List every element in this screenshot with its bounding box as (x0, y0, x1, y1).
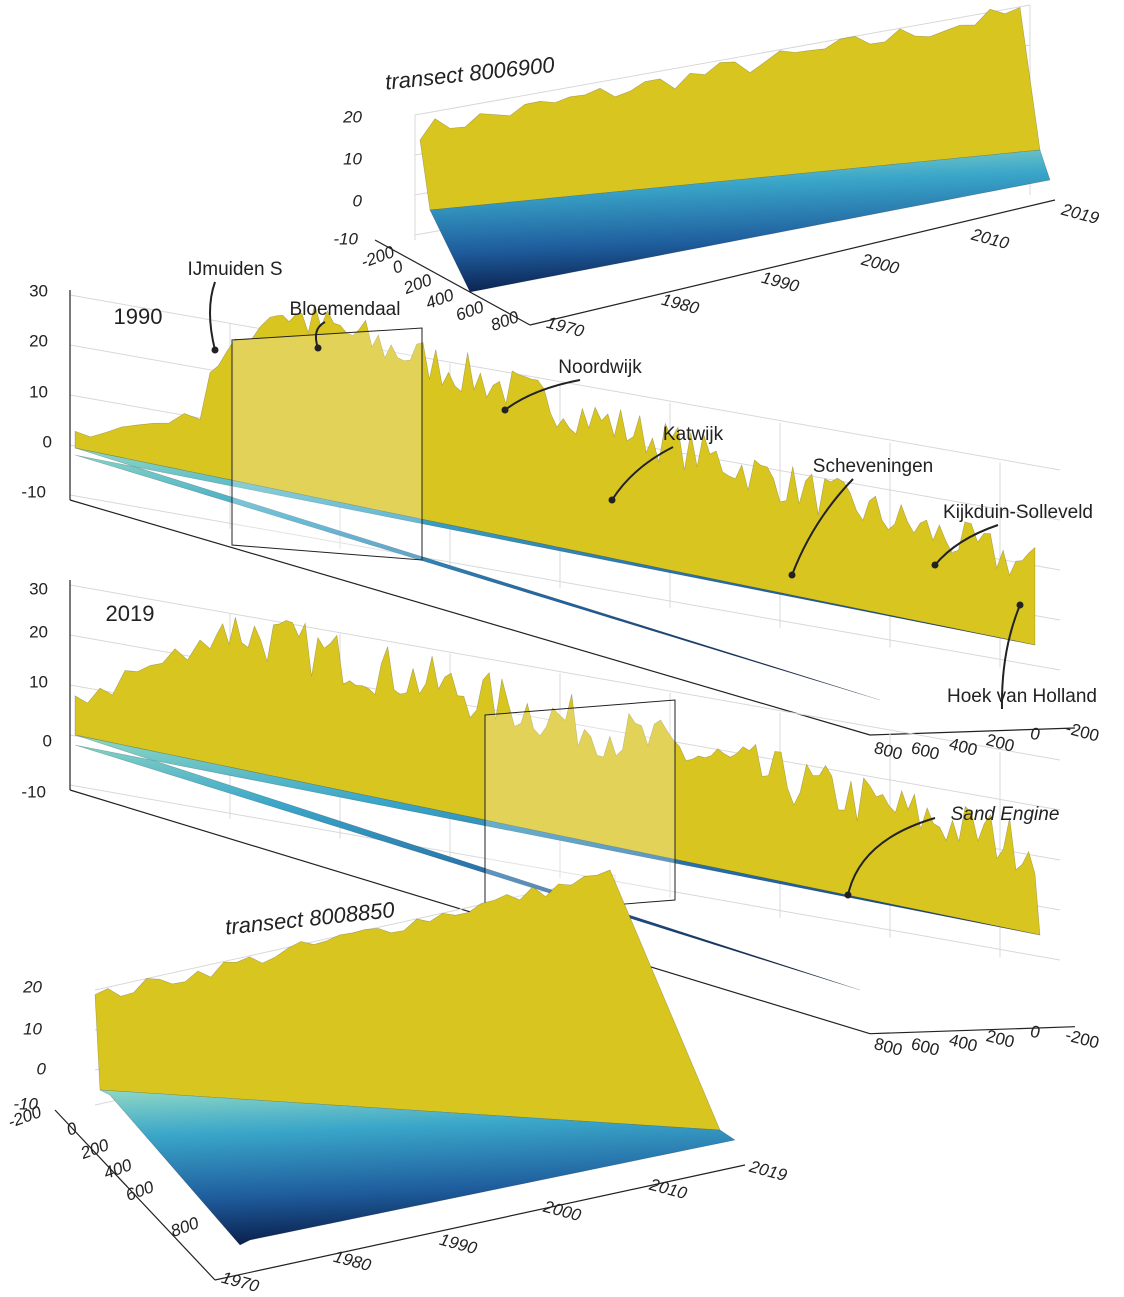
highlight-box (231, 327, 423, 561)
label: 1990 (114, 304, 163, 329)
label: -10 (21, 782, 46, 801)
sea-surface (74, 734, 1041, 991)
sea-surface (429, 149, 1051, 293)
grid-line (69, 784, 1061, 961)
label: 2000 (859, 250, 902, 279)
label: Hoek van Holland (947, 686, 1097, 707)
label: 600 (909, 738, 941, 764)
annotation-arrow (611, 446, 674, 501)
arrow-head (608, 496, 616, 504)
label: -200 (358, 242, 397, 272)
arrow-head (211, 346, 219, 354)
sea-surface (99, 1089, 736, 1246)
axis-line (214, 1164, 746, 1281)
label: Noordwijk (558, 357, 642, 378)
grid-line (414, 4, 1031, 116)
label: 1990 (760, 268, 802, 296)
label: -10 (13, 1094, 38, 1113)
grid-line (69, 584, 1061, 761)
axis-line (869, 1026, 1076, 1035)
axis-line (69, 499, 871, 736)
highlight-box (484, 699, 676, 916)
label: 0 (43, 731, 52, 750)
label: 20 (29, 622, 48, 641)
label: 2019 (1059, 200, 1102, 229)
label: 800 (488, 307, 522, 335)
axis-line (374, 239, 531, 326)
label: 1990 (438, 1230, 480, 1258)
annotation-arrow (1000, 604, 1021, 710)
label: 0 (1028, 1022, 1042, 1043)
arrow-head (1016, 601, 1024, 609)
label: 2010 (969, 225, 1012, 254)
label: 1980 (332, 1247, 374, 1275)
label: Kijkduin-Solleveld (943, 502, 1093, 523)
label: 30 (29, 579, 48, 598)
axis-line (54, 1109, 216, 1281)
label: -10 (333, 229, 358, 248)
arrow-head (788, 571, 796, 579)
axis-line (529, 199, 1056, 326)
label: 600 (123, 1177, 157, 1205)
label: 10 (23, 1019, 42, 1038)
annotation-arrow (504, 379, 581, 411)
axis-line (869, 727, 1076, 736)
label: 0 (43, 432, 52, 451)
label: Sand Engine (951, 804, 1060, 825)
label: IJmuiden S (187, 259, 282, 280)
label: 2019 (747, 1157, 790, 1186)
label: 0 (353, 191, 363, 210)
label: 600 (909, 1034, 941, 1060)
label: 0 (390, 256, 406, 277)
annotation-arrow (209, 281, 216, 351)
label: 200 (984, 1026, 1016, 1052)
label: 800 (872, 1034, 904, 1060)
label: Scheveningen (813, 456, 933, 477)
label: 400 (101, 1155, 135, 1183)
annotation-arrow (847, 817, 936, 896)
sea-surface (74, 447, 1036, 701)
label: transect 8006900 (384, 52, 556, 95)
annotation-arrow (791, 478, 854, 576)
label: 600 (453, 297, 487, 325)
label: 800 (168, 1213, 202, 1241)
label: 1980 (660, 290, 702, 318)
arrow-head (931, 561, 939, 569)
label: 400 (947, 734, 979, 760)
label: 10 (343, 149, 362, 168)
dune-surface (94, 869, 721, 1131)
label: -200 (5, 1102, 44, 1132)
arrow-head (501, 406, 509, 414)
label: -200 (1063, 718, 1101, 745)
label: Katwijk (663, 424, 724, 445)
label: 1970 (545, 313, 587, 341)
label: 10 (29, 382, 48, 401)
annotation-arrow (934, 524, 999, 566)
label: 20 (342, 107, 362, 126)
label: 0 (1028, 724, 1042, 745)
arrow-head (844, 891, 852, 899)
label: 200 (984, 730, 1016, 756)
label: 10 (29, 672, 48, 691)
surface-group (74, 6, 1051, 1246)
label: 2019 (106, 601, 155, 626)
arrow-head (314, 344, 322, 352)
label: 30 (29, 281, 48, 300)
label: 0 (64, 1118, 80, 1139)
label: 800 (872, 738, 904, 764)
label: 0 (37, 1059, 47, 1078)
label: 20 (22, 977, 42, 996)
label: 400 (947, 1030, 979, 1056)
label: -200 (1063, 1025, 1101, 1052)
label: -10 (21, 482, 46, 501)
label: 20 (29, 331, 48, 350)
grid-line (69, 494, 1061, 671)
label: Bloemendaal (290, 299, 401, 320)
label: 1970 (220, 1268, 262, 1296)
